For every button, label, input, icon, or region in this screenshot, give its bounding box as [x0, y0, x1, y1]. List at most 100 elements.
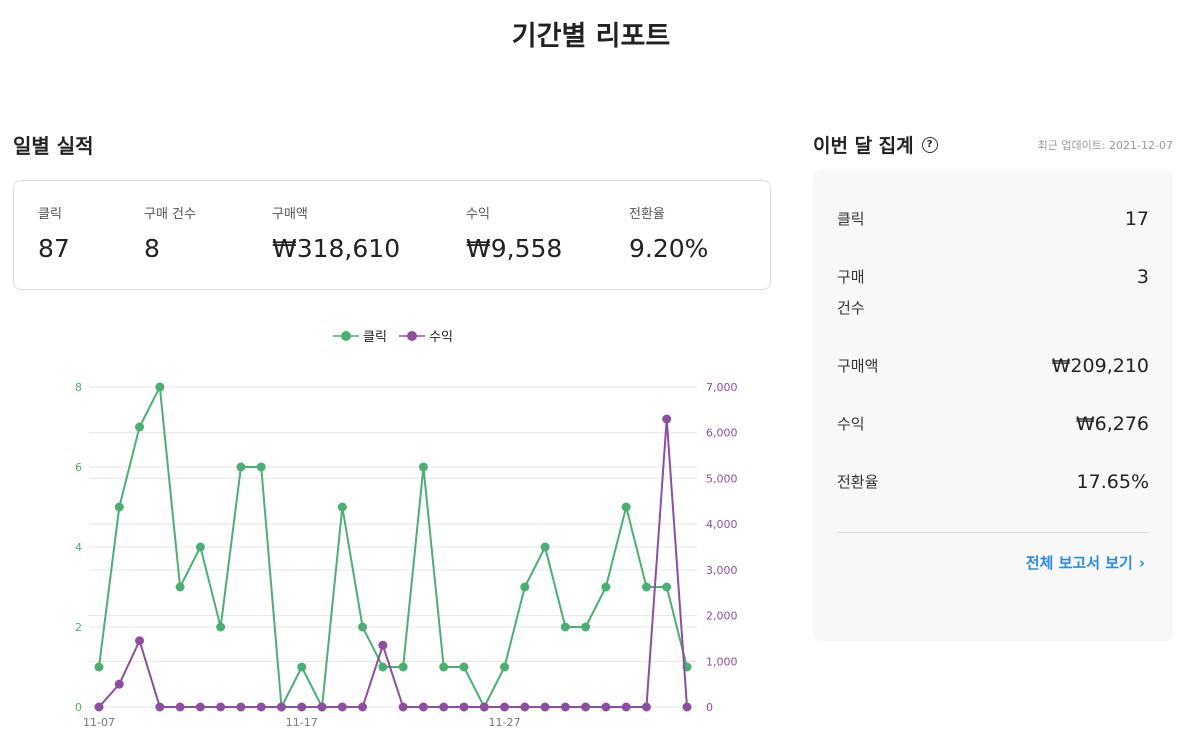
data-point-revenue	[500, 702, 510, 712]
data-point-revenue	[236, 702, 246, 712]
y-right-tick-label: 7,000	[706, 381, 738, 394]
legend-item-clicks[interactable]: 클릭	[333, 326, 387, 345]
data-point-clicks	[621, 502, 631, 512]
data-point-revenue	[601, 702, 611, 712]
legend-label: 클릭	[363, 330, 387, 345]
data-point-revenue	[256, 702, 266, 712]
x-tick-label: 11-17	[286, 716, 318, 729]
data-point-clicks	[378, 662, 388, 672]
data-point-clicks	[439, 662, 449, 672]
stat-label: 구매액	[272, 207, 308, 222]
legend-item-revenue[interactable]: 수익	[399, 326, 453, 345]
view-full-report-label: 전체 보고서 보기	[1025, 554, 1133, 572]
data-point-revenue	[682, 702, 692, 712]
stat-purchase-amount: 구매액 ₩318,610	[272, 203, 400, 263]
stat-value: ₩318,610	[272, 234, 401, 263]
stat-revenue: 수익 ₩9,558	[466, 203, 562, 263]
monthly-summary-title-text: 이번 달 집계	[813, 135, 914, 157]
legend-swatch-clicks	[333, 330, 359, 341]
data-point-clicks	[500, 662, 510, 672]
data-point-revenue	[276, 702, 286, 712]
data-point-revenue	[195, 702, 205, 712]
y-left-tick-label: 0	[75, 701, 82, 714]
monthly-summary-title: 이번 달 집계 ?	[813, 131, 938, 158]
y-right-tick-label: 5,000	[706, 472, 738, 485]
summary-label: 구매 건수	[837, 268, 865, 317]
data-point-clicks	[256, 462, 266, 472]
y-right-tick-label: 2,000	[706, 610, 738, 623]
data-point-clicks	[114, 502, 124, 512]
series-line-revenue	[98, 418, 688, 708]
data-point-revenue	[621, 702, 631, 712]
stat-value: 9.20%	[629, 234, 709, 263]
summary-label: 구매액	[837, 357, 879, 375]
stat-value: 87	[38, 234, 70, 263]
y-right-tick-label: 4,000	[706, 518, 738, 531]
data-point-clicks	[155, 382, 165, 392]
page-title: 기간별 리포트	[511, 21, 671, 52]
data-point-clicks	[236, 462, 246, 472]
data-point-clicks	[520, 582, 530, 592]
summary-value: ₩6,276	[1075, 413, 1149, 435]
data-point-clicks	[459, 662, 469, 672]
data-point-clicks	[540, 542, 550, 552]
y-right-tick-label: 3,000	[706, 564, 738, 577]
view-full-report-link[interactable]: 전체 보고서 보기 ›	[1026, 552, 1145, 573]
y-left-tick-label: 2	[75, 621, 82, 634]
daily-performance-title: 일별 실적	[13, 134, 94, 158]
data-point-revenue	[479, 702, 489, 712]
data-point-revenue	[155, 702, 165, 712]
summary-divider	[837, 532, 1149, 533]
daily-performance-chart: 0 1,000 2,000 3,000 4,000 5,000 6,000 7,000 0 2 4 6…	[75, 381, 738, 729]
data-point-revenue	[135, 636, 145, 646]
data-point-revenue	[398, 702, 408, 712]
data-point-clicks	[581, 622, 591, 632]
monthly-summary-card: 클릭 17 구매 건수 3 구매액 ₩209,210 수익 ₩6,276 전환율…	[813, 170, 1173, 641]
data-point-revenue	[378, 640, 388, 650]
stat-value: 8	[144, 234, 160, 263]
data-point-clicks	[601, 582, 611, 592]
x-tick-label: 11-27	[489, 716, 521, 729]
data-point-revenue	[581, 702, 591, 712]
stat-label: 전환율	[629, 207, 665, 222]
series-line-clicks	[98, 383, 688, 711]
data-point-revenue	[216, 702, 226, 712]
daily-stats-card: 클릭 87 구매 건수 8 구매액 ₩318,610 수익 ₩9,558 전환율…	[13, 180, 771, 290]
data-point-clicks	[175, 582, 185, 592]
data-point-revenue	[358, 702, 368, 712]
data-point-revenue	[94, 702, 104, 712]
data-point-revenue	[114, 679, 124, 689]
question-circle-icon[interactable]: ?	[921, 136, 938, 153]
data-point-revenue	[317, 702, 327, 712]
data-point-clicks	[398, 662, 408, 672]
summary-label: 클릭	[837, 210, 865, 228]
data-point-revenue	[418, 702, 428, 712]
last-updated: 최근 업데이트: 2021-12-07	[1037, 139, 1173, 152]
y-right-tick-label: 6,000	[706, 427, 738, 440]
data-point-revenue	[560, 702, 570, 712]
x-tick-label: 11-07	[83, 716, 115, 729]
stat-clicks: 클릭 87	[38, 203, 70, 263]
stat-purchases: 구매 건수 8	[144, 203, 196, 263]
legend-swatch-revenue	[399, 330, 426, 341]
stat-label: 구매 건수	[144, 207, 196, 222]
y-left-tick-label: 4	[75, 541, 82, 554]
y-right-tick-label: 1,000	[706, 655, 738, 668]
data-point-clicks	[662, 582, 672, 592]
summary-value: 17.65%	[1076, 471, 1149, 493]
data-point-clicks	[337, 502, 347, 512]
summary-value: 17	[1124, 208, 1149, 230]
data-point-clicks	[195, 542, 205, 552]
summary-value: ₩209,210	[1051, 355, 1149, 377]
stat-value: ₩9,558	[466, 234, 563, 263]
data-point-clicks	[641, 582, 651, 592]
y-left-tick-label: 8	[75, 381, 82, 394]
stat-label: 클릭	[38, 207, 62, 222]
data-point-revenue	[540, 702, 550, 712]
data-point-revenue	[297, 702, 307, 712]
y-left-tick-label: 6	[75, 461, 82, 474]
data-point-clicks	[418, 462, 428, 472]
data-point-clicks	[297, 662, 307, 672]
stat-conversion-rate: 전환율 9.20%	[629, 203, 708, 263]
data-point-clicks	[560, 622, 570, 632]
